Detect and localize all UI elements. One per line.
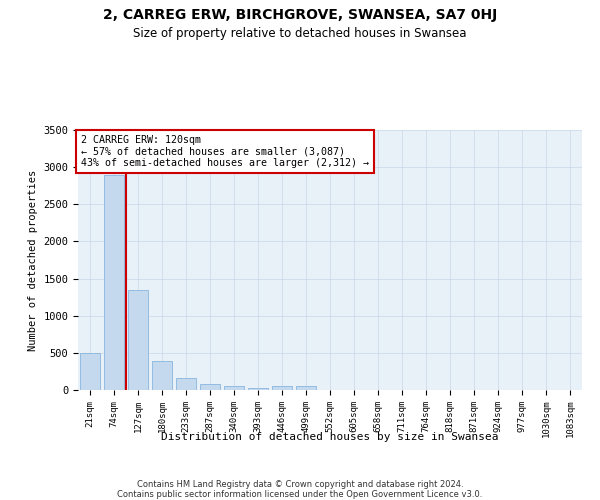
Bar <box>176 378 196 390</box>
Text: Size of property relative to detached houses in Swansea: Size of property relative to detached ho… <box>133 28 467 40</box>
Bar <box>200 384 220 390</box>
Bar <box>272 386 292 390</box>
Text: 2, CARREG ERW, BIRCHGROVE, SWANSEA, SA7 0HJ: 2, CARREG ERW, BIRCHGROVE, SWANSEA, SA7 … <box>103 8 497 22</box>
Bar <box>248 388 268 390</box>
Bar <box>128 290 148 390</box>
Bar <box>224 386 244 390</box>
Y-axis label: Number of detached properties: Number of detached properties <box>28 170 38 350</box>
Bar <box>104 174 124 390</box>
Text: Distribution of detached houses by size in Swansea: Distribution of detached houses by size … <box>161 432 499 442</box>
Bar <box>296 386 316 390</box>
Bar <box>152 361 172 390</box>
Text: 2 CARREG ERW: 120sqm
← 57% of detached houses are smaller (3,087)
43% of semi-de: 2 CARREG ERW: 120sqm ← 57% of detached h… <box>80 135 368 168</box>
Bar <box>80 353 100 390</box>
Text: Contains HM Land Registry data © Crown copyright and database right 2024.
Contai: Contains HM Land Registry data © Crown c… <box>118 480 482 500</box>
